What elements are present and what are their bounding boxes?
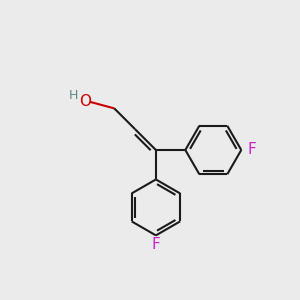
Text: F: F <box>247 142 256 158</box>
Text: H: H <box>69 89 79 102</box>
Text: O: O <box>79 94 91 110</box>
Text: F: F <box>152 237 160 252</box>
